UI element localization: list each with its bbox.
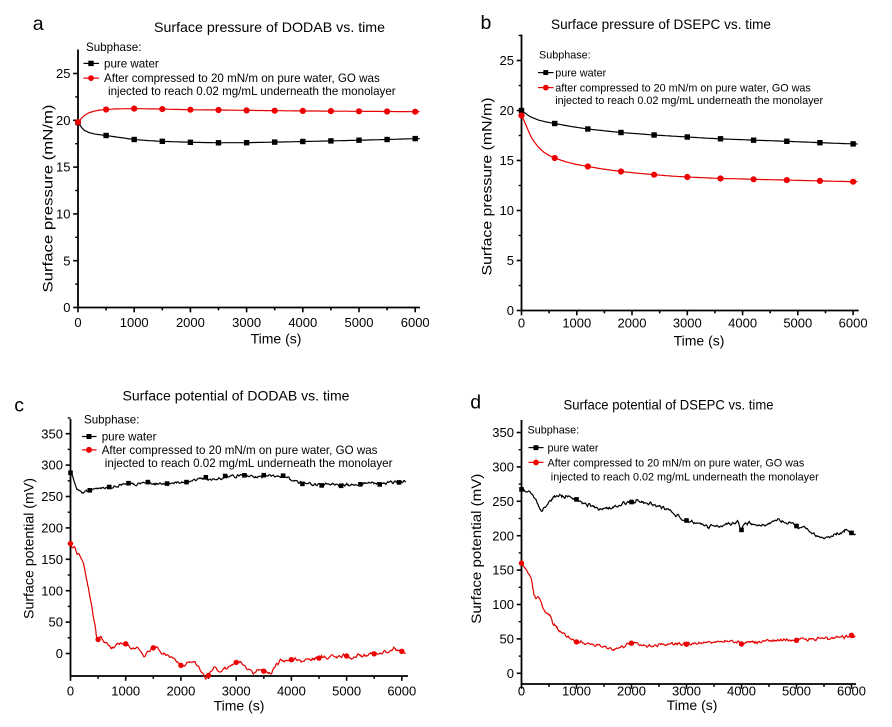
- svg-text:200: 200: [492, 528, 514, 543]
- svg-text:Surface pressure of DSEPC vs.: Surface pressure of DSEPC vs. time: [551, 16, 771, 32]
- svg-text:5: 5: [507, 253, 514, 268]
- svg-text:20: 20: [500, 103, 514, 118]
- svg-text:100: 100: [492, 597, 514, 612]
- svg-text:Time (s): Time (s): [251, 331, 302, 347]
- svg-text:Surface potential of DODAB vs.: Surface potential of DODAB vs. time: [123, 387, 350, 403]
- svg-text:pure water: pure water: [555, 68, 606, 80]
- svg-text:15: 15: [56, 160, 70, 175]
- svg-text:4000: 4000: [277, 684, 306, 699]
- svg-text:Surface potential (mV): Surface potential (mV): [468, 474, 484, 624]
- svg-text:Subphase:: Subphase:: [528, 425, 580, 437]
- svg-text:50: 50: [49, 615, 63, 630]
- svg-text:injected to reach 0.02 mg/mL u: injected to reach 0.02 mg/mL underneath …: [555, 95, 823, 107]
- svg-text:250: 250: [492, 494, 514, 509]
- svg-text:5000: 5000: [783, 316, 812, 331]
- svg-text:Surface potential (mV): Surface potential (mV): [21, 478, 37, 619]
- svg-text:10: 10: [56, 207, 70, 222]
- svg-text:0: 0: [74, 315, 81, 330]
- svg-text:0: 0: [63, 300, 70, 315]
- svg-text:200: 200: [41, 521, 63, 536]
- svg-text:2000: 2000: [166, 684, 195, 699]
- svg-text:injected to reach 0.02 mg/mL u: injected to reach 0.02 mg/mL underneath …: [108, 85, 396, 98]
- svg-text:After compressed to 20 mN/m on: After compressed to 20 mN/m on pure wate…: [104, 72, 380, 85]
- svg-text:0: 0: [518, 316, 525, 331]
- svg-text:Surface potential of DSEPC vs.: Surface potential of DSEPC vs. time: [564, 397, 774, 413]
- svg-text:0: 0: [518, 684, 525, 699]
- svg-text:Subphase:: Subphase:: [539, 50, 591, 62]
- svg-text:1000: 1000: [120, 315, 149, 330]
- svg-text:4000: 4000: [728, 316, 757, 331]
- svg-text:20: 20: [56, 113, 70, 128]
- svg-text:Surface pressure (mN/m): Surface pressure (mN/m): [479, 98, 495, 276]
- svg-text:Surface pressure (mN/m): Surface pressure (mN/m): [40, 105, 56, 293]
- svg-text:0: 0: [507, 666, 514, 681]
- svg-text:25: 25: [500, 53, 514, 68]
- svg-text:1000: 1000: [562, 316, 591, 331]
- svg-text:Surface pressure of DODAB vs.: Surface pressure of DODAB vs. time: [154, 19, 385, 35]
- svg-text:15: 15: [500, 153, 514, 168]
- svg-text:pure water: pure water: [548, 443, 599, 455]
- svg-text:a: a: [33, 13, 44, 35]
- svg-text:10: 10: [500, 203, 514, 218]
- svg-text:300: 300: [41, 458, 63, 473]
- svg-text:250: 250: [41, 489, 63, 504]
- svg-text:pure water: pure water: [104, 57, 159, 70]
- svg-text:1000: 1000: [111, 684, 140, 699]
- svg-text:3000: 3000: [673, 316, 702, 331]
- svg-text:3000: 3000: [222, 684, 251, 699]
- svg-text:4000: 4000: [288, 315, 317, 330]
- svg-text:6000: 6000: [401, 315, 430, 330]
- svg-text:3000: 3000: [672, 684, 701, 699]
- svg-text:150: 150: [41, 552, 63, 567]
- svg-text:6000: 6000: [387, 684, 416, 699]
- svg-text:0: 0: [67, 684, 74, 699]
- svg-text:0: 0: [56, 646, 63, 661]
- svg-text:injected to reach 0.02 mg/mL u: injected to reach 0.02 mg/mL underneath …: [105, 457, 393, 470]
- svg-text:Subphase:: Subphase:: [84, 413, 139, 426]
- svg-text:150: 150: [492, 563, 514, 578]
- svg-text:d: d: [470, 391, 481, 413]
- svg-text:5: 5: [63, 253, 70, 268]
- svg-text:Time (s): Time (s): [674, 333, 725, 349]
- svg-text:5000: 5000: [332, 684, 361, 699]
- svg-text:300: 300: [492, 460, 514, 475]
- svg-text:b: b: [481, 12, 492, 34]
- svg-text:2000: 2000: [618, 316, 647, 331]
- svg-text:1000: 1000: [562, 684, 591, 699]
- svg-text:2000: 2000: [176, 315, 205, 330]
- svg-text:after compressed to 20 mN/m on: after compressed to 20 mN/m on pure wate…: [555, 83, 811, 95]
- svg-text:0: 0: [507, 303, 514, 318]
- svg-text:350: 350: [492, 425, 514, 440]
- svg-text:c: c: [14, 394, 24, 416]
- svg-text:4000: 4000: [727, 684, 756, 699]
- svg-text:6000: 6000: [839, 316, 868, 331]
- svg-text:3000: 3000: [232, 315, 261, 330]
- svg-text:25: 25: [56, 66, 70, 81]
- svg-text:350: 350: [41, 426, 63, 441]
- svg-text:After compressed to 20 mN/m on: After compressed to 20 mN/m on pure wate…: [548, 457, 805, 469]
- svg-text:50: 50: [500, 632, 514, 647]
- svg-text:5000: 5000: [782, 684, 811, 699]
- svg-text:2000: 2000: [617, 684, 646, 699]
- svg-text:pure water: pure water: [102, 430, 157, 443]
- svg-text:After compressed to 20 mN/m on: After compressed to 20 mN/m on pure wate…: [102, 444, 378, 457]
- svg-text:Time (s): Time (s): [667, 697, 718, 713]
- svg-text:100: 100: [41, 583, 63, 598]
- svg-text:5000: 5000: [345, 315, 374, 330]
- svg-text:Time (s): Time (s): [214, 698, 265, 714]
- svg-text:Subphase:: Subphase:: [86, 41, 141, 54]
- svg-text:injected to reach 0.02 mg/mL u: injected to reach 0.02 mg/mL underneath …: [551, 471, 819, 483]
- svg-text:6000: 6000: [837, 684, 866, 699]
